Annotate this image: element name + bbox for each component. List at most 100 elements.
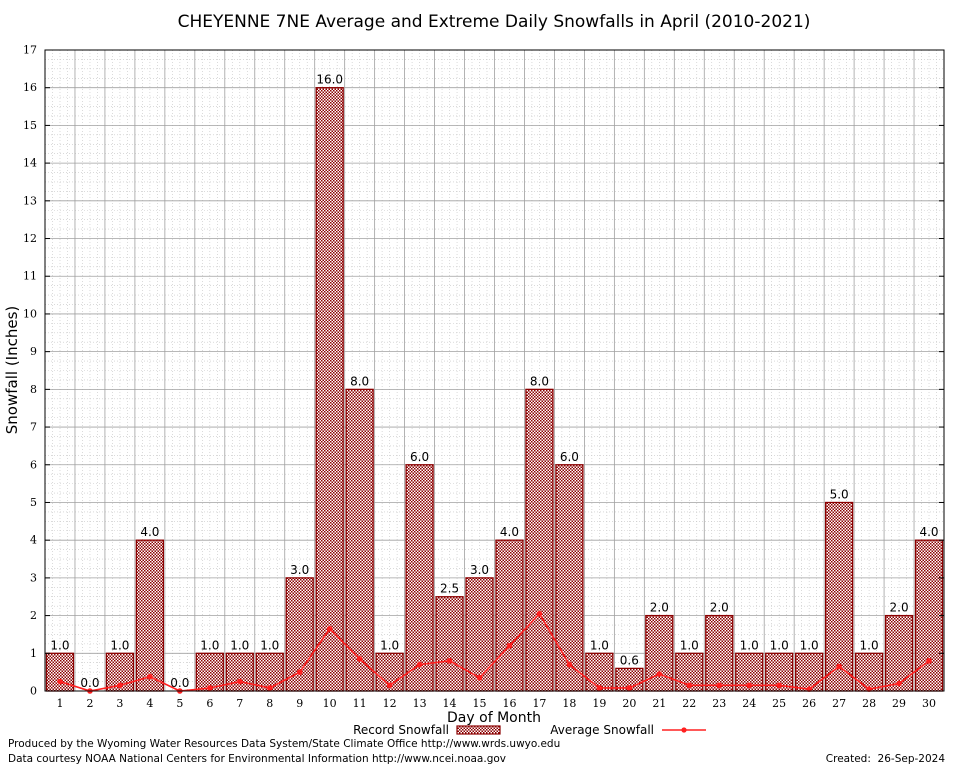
y-tick-label: 11 <box>23 270 37 283</box>
average-point <box>416 661 423 668</box>
text-layer: 012345678910111213141516171.010.021.034.… <box>23 44 944 710</box>
average-point <box>596 685 603 691</box>
y-tick-label: 12 <box>23 232 37 245</box>
record-value-label: 1.0 <box>800 638 819 652</box>
record-bar <box>645 614 674 692</box>
average-point <box>266 685 273 691</box>
y-tick-label: 0 <box>30 685 37 698</box>
record-value-label: 3.0 <box>290 563 309 577</box>
record-value-label: 1.0 <box>590 638 609 652</box>
record-value-label: 1.0 <box>200 638 219 652</box>
x-tick-label: 7 <box>236 697 243 710</box>
footer-produced-by: Produced by the Wyoming Water Resources … <box>8 738 561 750</box>
average-point <box>506 642 513 649</box>
average-point <box>656 671 663 677</box>
record-bar <box>705 614 734 692</box>
x-tick-label: 18 <box>562 697 576 710</box>
average-point <box>686 682 693 689</box>
x-tick-label: 23 <box>712 697 726 710</box>
y-tick-label: 16 <box>23 81 37 94</box>
x-tick-label: 14 <box>443 697 457 710</box>
x-tick-label: 20 <box>622 697 636 710</box>
record-bar <box>405 464 434 692</box>
y-tick-label: 6 <box>30 458 37 471</box>
average-point <box>746 682 753 689</box>
average-point <box>566 661 573 668</box>
x-tick-label: 15 <box>473 697 487 710</box>
x-tick-label: 17 <box>532 697 546 710</box>
record-value-label: 1.0 <box>380 638 399 652</box>
average-line-layer <box>57 610 932 694</box>
x-tick-label: 25 <box>772 697 786 710</box>
average-point <box>207 685 213 691</box>
average-point <box>836 663 842 670</box>
record-bar <box>914 539 944 692</box>
y-tick-label: 1 <box>30 647 37 660</box>
y-tick-label: 2 <box>30 609 37 622</box>
record-value-label: 1.0 <box>110 638 129 652</box>
footer-created-date: Created: 26-Sep-2024 <box>825 753 945 765</box>
y-tick-label: 17 <box>23 44 37 57</box>
average-point <box>147 673 153 680</box>
x-axis-label: Day of Month <box>447 710 541 726</box>
legend-average-marker <box>681 727 687 733</box>
record-bar <box>435 596 464 692</box>
x-tick-label: 26 <box>802 697 816 710</box>
legend-average-label: Average Snowfall <box>550 723 654 737</box>
record-value-label: 5.0 <box>830 487 849 501</box>
average-snowfall-line <box>59 612 930 692</box>
x-tick-label: 2 <box>86 697 93 710</box>
record-value-label: 1.0 <box>740 638 759 652</box>
record-bar <box>495 539 524 692</box>
average-point <box>356 656 363 662</box>
x-tick-label: 28 <box>862 697 876 710</box>
record-value-label: 4.0 <box>500 525 519 539</box>
average-point <box>716 682 723 689</box>
x-tick-label: 16 <box>502 697 516 710</box>
x-tick-label: 24 <box>742 697 756 710</box>
legend-record-label: Record Snowfall <box>353 723 449 737</box>
y-tick-label: 5 <box>30 496 37 509</box>
average-point <box>446 658 453 664</box>
legend-record-swatch <box>456 725 501 735</box>
bars-layer <box>45 87 944 692</box>
average-point <box>386 682 393 689</box>
x-tick-label: 10 <box>323 697 337 710</box>
plot-frame <box>44 49 945 692</box>
x-tick-label: 3 <box>116 697 123 710</box>
legend: Record Snowfall Average Snowfall <box>353 723 706 737</box>
x-tick-label: 1 <box>56 697 63 710</box>
x-tick-label: 6 <box>206 697 213 710</box>
record-value-label: 2.0 <box>650 601 669 615</box>
record-value-label: 1.0 <box>260 638 279 652</box>
average-point <box>536 610 543 617</box>
record-value-label: 4.0 <box>140 525 159 539</box>
record-value-label: 2.0 <box>890 601 909 615</box>
y-tick-label: 14 <box>23 157 37 170</box>
record-bar <box>255 652 284 692</box>
record-value-label: 1.0 <box>680 638 699 652</box>
x-tick-label: 22 <box>682 697 696 710</box>
record-value-label: 1.0 <box>230 638 249 652</box>
record-value-label: 6.0 <box>560 450 579 464</box>
average-point <box>896 680 902 687</box>
record-value-label: 0.0 <box>170 676 189 690</box>
x-tick-label: 4 <box>146 697 153 710</box>
y-axis-label: Snowfall (Inches) <box>3 306 21 434</box>
y-tick-label: 13 <box>23 194 37 207</box>
record-value-label: 1.0 <box>50 638 69 652</box>
y-tick-label: 9 <box>30 345 37 358</box>
record-value-label: 0.0 <box>80 676 99 690</box>
average-point <box>626 685 633 691</box>
record-value-label: 16.0 <box>316 73 343 87</box>
x-tick-label: 9 <box>296 697 303 710</box>
record-bar <box>345 388 374 692</box>
record-bar <box>315 87 344 692</box>
record-value-label: 3.0 <box>470 563 489 577</box>
x-tick-label: 29 <box>892 697 906 710</box>
record-value-label: 2.0 <box>710 601 729 615</box>
record-value-label: 1.0 <box>770 638 789 652</box>
record-bar <box>525 388 554 692</box>
average-point <box>117 682 123 689</box>
